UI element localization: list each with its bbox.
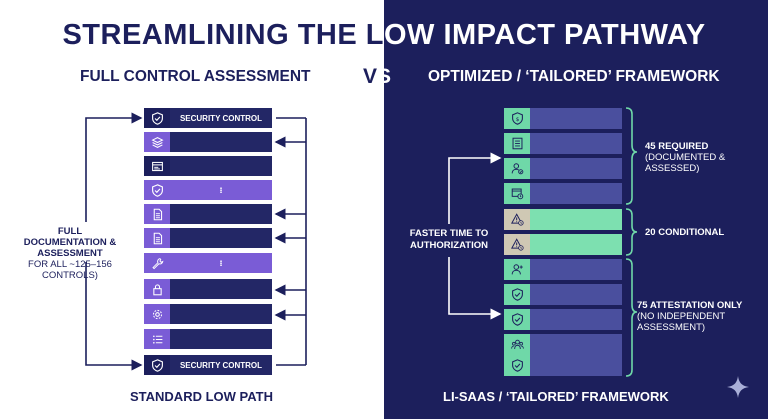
page-title: STREAMLINING THE LOW IMPACT PATHWAY STRE… bbox=[62, 19, 706, 51]
right-row-attestation bbox=[504, 355, 622, 376]
shield-check-icon bbox=[504, 284, 530, 305]
control-bar bbox=[170, 132, 272, 152]
control-bar bbox=[170, 329, 272, 349]
right-row-attestation bbox=[504, 309, 622, 330]
users-icon bbox=[504, 334, 530, 355]
attestation-group-label: 75 ATTESTATION ONLY (NO INDEPENDENT ASSE… bbox=[637, 300, 743, 333]
control-bar bbox=[530, 334, 622, 355]
vs-label: VS bbox=[363, 65, 392, 88]
right-row-attestation bbox=[504, 259, 622, 280]
left-row bbox=[144, 228, 272, 248]
control-bar bbox=[530, 355, 622, 376]
lock-icon bbox=[144, 279, 170, 299]
control-bar bbox=[170, 204, 272, 224]
document-icon bbox=[144, 204, 170, 224]
right-row-required: $ bbox=[504, 108, 622, 129]
conditional-group-label: 20 CONDITIONAL bbox=[645, 227, 725, 238]
right-row-required bbox=[504, 158, 622, 179]
left-row bbox=[144, 279, 272, 299]
warning-clock-icon bbox=[504, 209, 530, 230]
right-row-conditional bbox=[504, 234, 622, 255]
user-check-icon bbox=[504, 158, 530, 179]
right-row-attestation bbox=[504, 334, 622, 355]
left-row-security-control-bottom: SECURITY CONTROL bbox=[144, 355, 272, 375]
shield-check-icon bbox=[144, 355, 170, 375]
right-row-required bbox=[504, 133, 622, 154]
control-bar bbox=[530, 209, 622, 230]
ellipsis-label: ⁝ bbox=[170, 253, 272, 273]
shield-check-icon bbox=[504, 355, 530, 376]
gear-icon bbox=[144, 304, 170, 324]
svg-text:$: $ bbox=[515, 117, 519, 123]
left-row bbox=[144, 204, 272, 224]
right-row-conditional bbox=[504, 209, 622, 230]
shield-check-icon bbox=[144, 180, 170, 200]
checklist-icon bbox=[144, 329, 170, 349]
checklist-icon bbox=[504, 133, 530, 154]
control-bar bbox=[530, 158, 622, 179]
left-subtitle: FULL CONTROL ASSESSMENT bbox=[80, 68, 311, 85]
left-row-security-control-top: SECURITY CONTROL bbox=[144, 108, 272, 128]
control-bar bbox=[530, 234, 622, 255]
user-add-icon bbox=[504, 259, 530, 280]
document-icon bbox=[144, 228, 170, 248]
shield-check-icon bbox=[504, 309, 530, 330]
left-row bbox=[144, 132, 272, 152]
right-subtitle: OPTIMIZED / ‘TAILORED’ FRAMEWORK bbox=[428, 68, 720, 85]
control-bar bbox=[530, 259, 622, 280]
control-bar bbox=[530, 108, 622, 129]
right-row-required bbox=[504, 183, 622, 204]
control-bar bbox=[530, 284, 622, 305]
faster-authorization-label: FASTER TIME TO AUTHORIZATION bbox=[409, 228, 489, 251]
security-control-label: SECURITY CONTROL bbox=[170, 355, 272, 375]
security-control-label: SECURITY CONTROL bbox=[170, 108, 272, 128]
warning-clock-icon bbox=[504, 234, 530, 255]
right-row-attestation bbox=[504, 284, 622, 305]
control-bar bbox=[530, 133, 622, 154]
control-bar bbox=[170, 279, 272, 299]
control-bar bbox=[530, 309, 622, 330]
sparkle-icon bbox=[727, 376, 749, 398]
browser-window-icon bbox=[144, 156, 170, 176]
browser-clock-icon bbox=[504, 183, 530, 204]
right-footer: LI-SAAS / ‘TAILORED’ FRAMEWORK bbox=[443, 389, 669, 404]
required-group-label: 45 REQUIRED (DOCUMENTED & ASSESSED) bbox=[645, 141, 726, 174]
ellipsis-label: ⁝ bbox=[170, 180, 272, 200]
left-row bbox=[144, 329, 272, 349]
shield-dollar-icon: $ bbox=[504, 108, 530, 129]
left-row bbox=[144, 156, 272, 176]
full-documentation-label: FULL DOCUMENTATION & ASSESSMENT FOR ALL … bbox=[23, 226, 117, 281]
shield-check-icon bbox=[144, 108, 170, 128]
control-bar bbox=[170, 304, 272, 324]
layers-icon bbox=[144, 132, 170, 152]
control-bar bbox=[170, 156, 272, 176]
left-row: ⁝ bbox=[144, 253, 272, 273]
wrench-icon bbox=[144, 253, 170, 273]
left-row: ⁝ bbox=[144, 180, 272, 200]
control-bar bbox=[530, 183, 622, 204]
left-footer: STANDARD LOW PATH bbox=[130, 389, 273, 404]
control-bar bbox=[170, 228, 272, 248]
left-row bbox=[144, 304, 272, 324]
